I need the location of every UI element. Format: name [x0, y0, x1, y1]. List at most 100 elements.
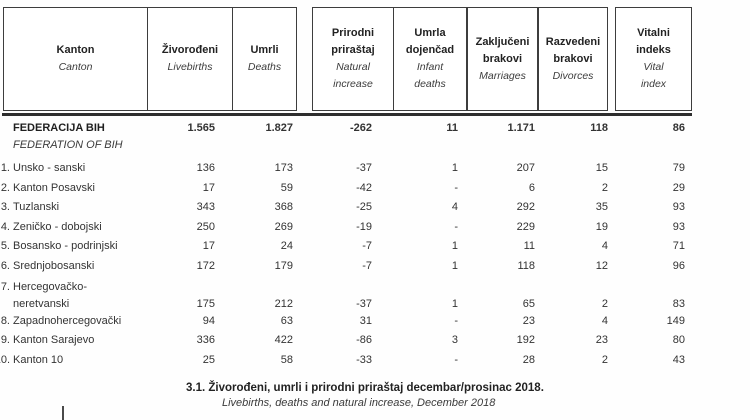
header-label-bosnian: Razvedeni brakovi	[545, 35, 601, 65]
cell-value: -19	[356, 220, 372, 233]
cell-value: 172	[196, 259, 215, 272]
cell-value: 4	[451, 201, 458, 214]
cell-value: -262	[349, 122, 372, 134]
row-number: 9.	[0, 334, 10, 347]
header-label-english: Deaths	[247, 61, 282, 73]
header-label-english: Infant deaths	[414, 61, 446, 90]
cell-value: 292	[516, 201, 535, 214]
cell-value: 343	[196, 201, 215, 214]
cell-value: 1	[451, 259, 458, 272]
canton-name: Zeničko - dobojski	[13, 220, 102, 233]
row-number: 3.	[0, 201, 10, 214]
cell-value: 175	[196, 298, 215, 311]
row-number: 5.	[0, 240, 10, 253]
total-row-english: FEDERATION OF BIH	[0, 138, 750, 157]
cell-value: 3	[451, 334, 458, 347]
cell-value: 59	[280, 181, 293, 194]
cell-value: 207	[516, 162, 535, 174]
cell-value: 1	[451, 162, 458, 174]
canton-name: Kanton Posavski	[13, 181, 95, 194]
cell-value: 1	[451, 298, 458, 311]
cell-value: 1	[451, 240, 458, 253]
cell-value: -86	[356, 334, 372, 347]
cell-value: 118	[590, 122, 608, 134]
cell-value: -7	[362, 240, 372, 253]
header-label-bosnian: Kanton	[56, 44, 95, 56]
cell-value: -	[454, 314, 458, 327]
header-label-bosnian: Umrli	[250, 44, 279, 56]
header-label-english: Divorces	[552, 69, 594, 82]
canton-name: Kanton Sarajevo	[13, 334, 95, 347]
canton-name: Unsko - sanski	[13, 162, 86, 174]
cell-value: -	[454, 220, 458, 233]
cropped-content-mark	[62, 406, 64, 420]
cell-value: 28	[522, 353, 535, 366]
canton-name: Srednjobosanski	[13, 259, 95, 272]
cell-value: 149	[666, 314, 685, 327]
cell-value: 2	[601, 181, 608, 194]
cell-value: 422	[274, 334, 293, 347]
header-label-bosnian: Zaključeni brakovi	[475, 35, 530, 65]
cell-value: -33	[356, 353, 372, 366]
cell-value: 269	[274, 220, 293, 233]
row-number: 10.	[0, 353, 10, 366]
cell-value: 4	[601, 240, 608, 253]
canton-name: Tuzlanski	[13, 201, 60, 214]
header-bottom-rule	[2, 113, 692, 116]
cell-value: 1.565	[187, 122, 215, 134]
cell-value: 24	[280, 240, 293, 253]
cell-value: 83	[672, 298, 685, 311]
cell-value: 179	[274, 259, 293, 272]
total-row-name-english: FEDERATION OF BIH	[13, 139, 123, 151]
cell-value: -42	[356, 181, 372, 194]
cell-value: 17	[202, 240, 215, 253]
table-row: 3. Tuzlanski 343 368 -25 4 292 35 93	[0, 200, 750, 220]
cell-value: 250	[196, 220, 215, 233]
cell-value: 368	[274, 201, 293, 214]
row-number: 1.	[0, 162, 10, 174]
cell-value: 11	[523, 240, 535, 253]
table-row: 7. Hercegovačko- neretvanski 175 212 -37 1 65 2…	[0, 279, 750, 314]
cell-value: 25	[202, 353, 215, 366]
cell-value: 31	[359, 314, 372, 327]
cell-value: 15	[595, 162, 608, 174]
header-label-bosnian: Umrla dojenčad	[405, 27, 455, 56]
cell-value: -37	[356, 162, 372, 174]
header-cell-7: Vitalni indeks Vital index	[615, 7, 692, 111]
row-number: 7.	[0, 280, 10, 293]
cell-value: 118	[517, 259, 535, 272]
table-caption-bosnian: 3.1. Živorođeni, umrli i prirodni priraš…	[186, 382, 544, 394]
table-caption-english: Livebirths, deaths and natural increase,…	[222, 397, 496, 409]
cell-value: 1.827	[265, 122, 293, 134]
canton-name: Kanton 10	[13, 353, 64, 366]
table-row: 1. Unsko - sanski 136 173 -37 1 207 15 79	[0, 161, 750, 181]
cell-value: 29	[672, 181, 685, 194]
cell-value: -	[454, 181, 458, 194]
cell-value: 65	[522, 298, 535, 311]
cell-value: 35	[595, 201, 608, 214]
header-cell-4: Umrla dojenčad Infant deaths	[393, 7, 467, 111]
cell-value: 79	[672, 162, 685, 174]
header-label-english: Canton	[58, 61, 93, 73]
cell-value: 173	[274, 162, 293, 174]
cell-value: 2	[601, 353, 608, 366]
canton-name: Hercegovačko- neretvanski	[13, 280, 87, 311]
total-row-name: FEDERACIJA BIH	[13, 122, 105, 134]
header-cell-3: Prirodni priraštaj Natural increase	[312, 7, 394, 111]
table-body: FEDERACIJA BIH 1.565 1.827 -262 11 1.171 118 86…	[0, 121, 750, 372]
header-label-english: Natural increase	[333, 61, 373, 90]
cell-value: 58	[280, 353, 293, 366]
header-label-english: Vital index	[640, 61, 667, 90]
header-cell-5: Zaključeni brakovi Marriages	[467, 7, 538, 111]
cell-value: 136	[196, 162, 215, 174]
cell-value: 19	[595, 220, 608, 233]
cell-value: 80	[672, 334, 685, 347]
header-label-bosnian: Živorođeni	[161, 44, 219, 56]
cell-value: 212	[274, 298, 293, 311]
cell-value: 12	[595, 259, 608, 272]
total-row: FEDERACIJA BIH 1.565 1.827 -262 11 1.171 118 86	[0, 121, 750, 138]
header-label-bosnian: Vitalni indeks	[636, 27, 671, 56]
cell-value: 4	[601, 314, 608, 327]
table-row: 10.Kanton 10 25 58 -33 - 28 2 43	[0, 353, 750, 373]
